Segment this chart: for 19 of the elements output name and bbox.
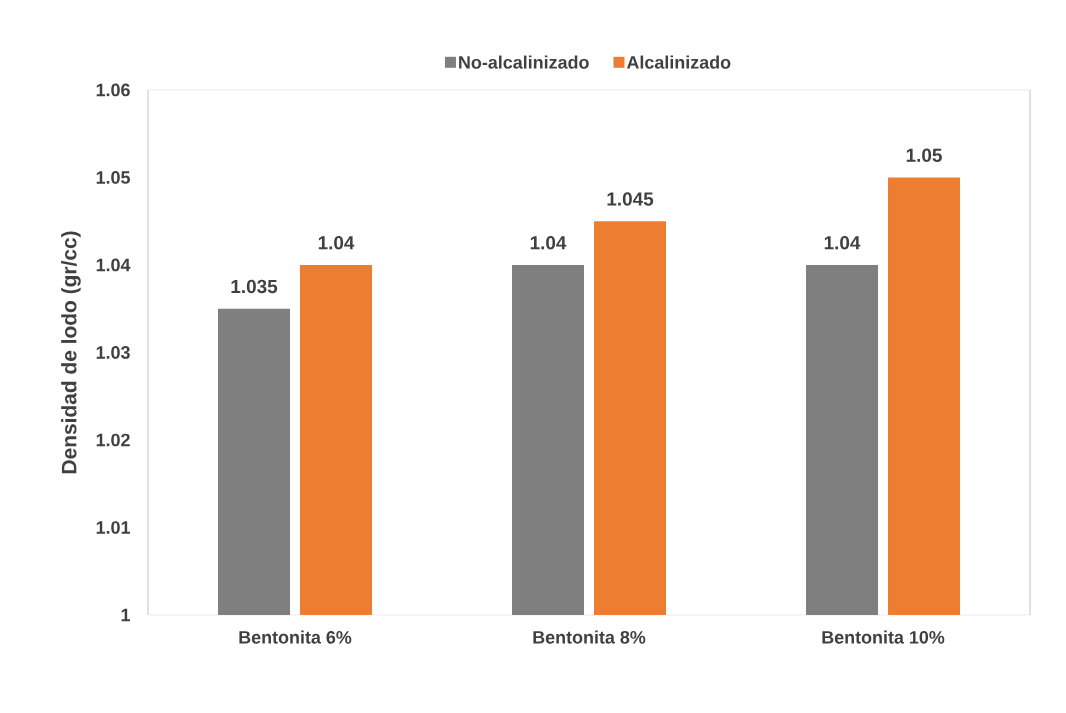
y-tick-label: 1.02 [96, 433, 130, 447]
x-tick-label: Bentonita 6% [239, 630, 352, 644]
y-tick-label: 1.01 [96, 521, 130, 534]
y-tick-label: 1.05 [96, 171, 130, 184]
data-label: 1.04 [530, 236, 567, 250]
y-tick-label: 1.03 [96, 346, 130, 359]
data-label: 1.035 [231, 279, 278, 294]
data-label: 1.05 [906, 148, 942, 162]
y-tick-label: 1 [121, 608, 130, 622]
y-axis-title: Densidad de lodo (gr/cc) [61, 231, 81, 474]
data-label: 1.04 [824, 236, 861, 250]
data-label: 1.045 [607, 192, 654, 206]
data-label: 1.04 [318, 236, 355, 250]
y-tick-label: 1.06 [96, 83, 130, 97]
x-tick-label: Bentonita 8% [533, 630, 646, 644]
legend-label: Alcalinizado [626, 55, 731, 69]
y-tick-label: 1.04 [96, 258, 131, 272]
legend-label: No-alcalinizado [459, 55, 589, 69]
x-tick-label: Bentonita 10% [822, 630, 945, 644]
